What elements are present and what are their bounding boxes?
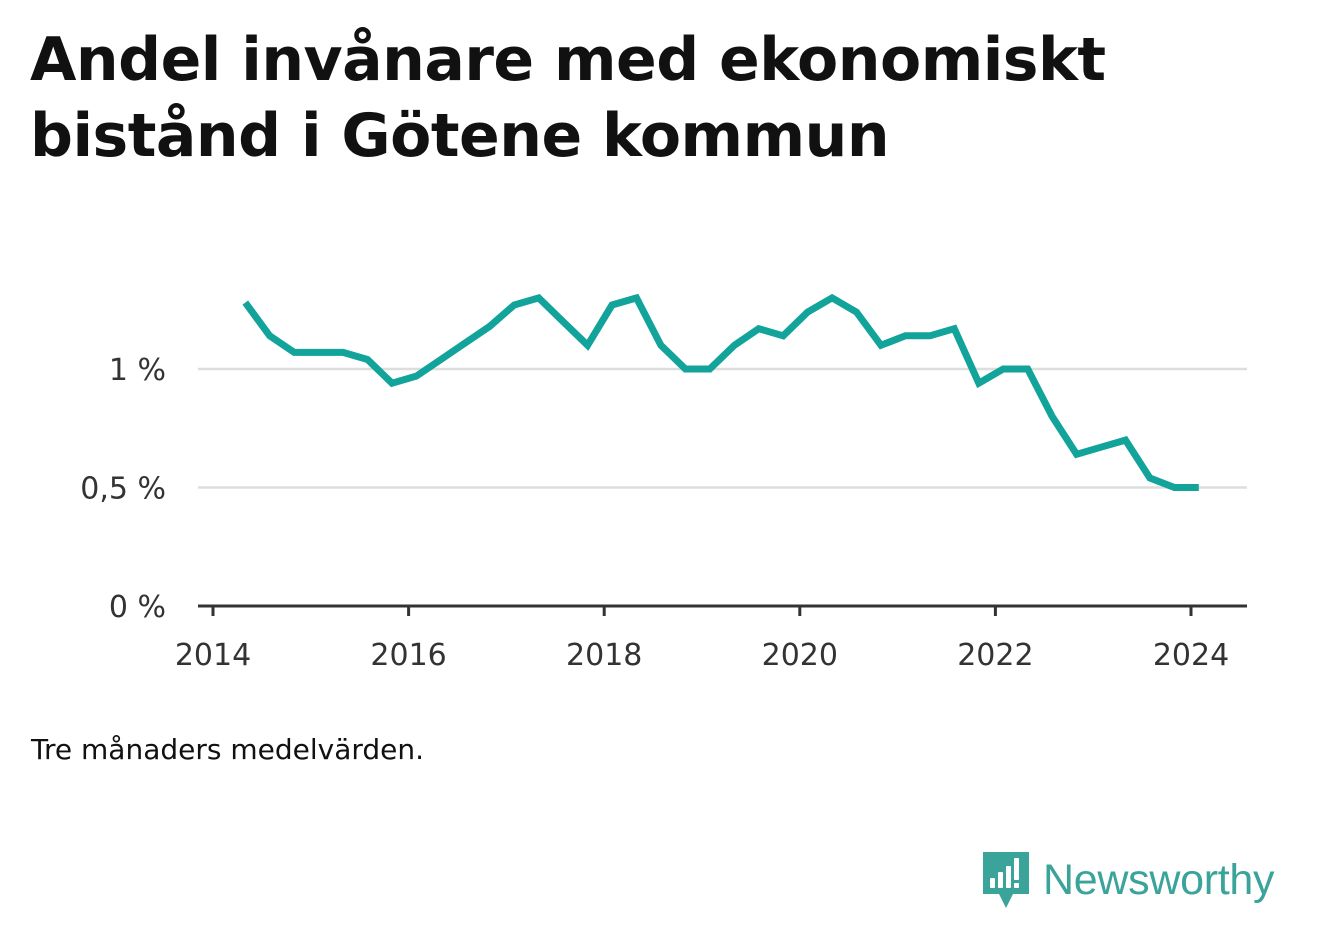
x-tick-label: 2020 [762,638,838,673]
x-tick-label: 2018 [566,638,642,673]
y-tick-label: 1 % [109,353,166,388]
gridlines [198,367,1247,489]
bar-chart-speech-bubble-icon [983,852,1029,908]
chart-title: Andel invånare med ekonomiskt bistånd i … [30,25,1106,171]
x-tick-label: 2016 [370,638,446,673]
newsworthy-logo: Newsworthy [981,850,1274,910]
brand-name: Newsworthy [1043,855,1275,904]
x-axis-ticks: 2014 2016 2018 2020 2022 2024 [175,606,1229,673]
x-tick-label: 2022 [957,638,1033,673]
line-chart: 0 % 0,5 % 1 % 2014 2016 2018 2020 2022 2024 [80,293,1247,673]
y-tick-label: 0,5 % [80,472,166,507]
x-tick-label: 2024 [1153,638,1229,673]
x-tick-label: 2014 [175,638,251,673]
chart-note: Tre månaders medelvärden. [31,733,425,766]
y-axis-ticks: 0 % 0,5 % 1 % [80,353,166,625]
y-tick-label: 0 % [109,590,166,625]
series [242,293,1199,491]
series-line [242,293,1199,491]
